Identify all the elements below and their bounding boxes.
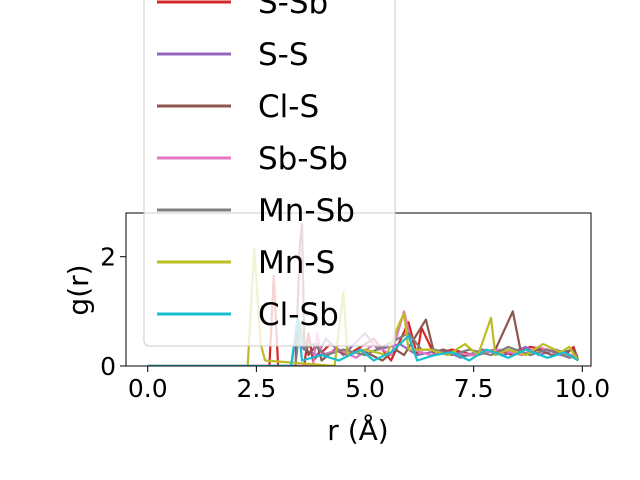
- y-axis-label: g(r): [62, 264, 95, 315]
- legend-label: Cl-Sb: [258, 297, 339, 333]
- legend-label: S-S: [258, 37, 309, 73]
- series-line-cl-sb: [147, 315, 579, 366]
- y-axis: 02: [100, 243, 126, 381]
- x-tick-label: 0.0: [128, 374, 168, 403]
- y-tick-label: 2: [100, 243, 116, 272]
- y-tick-label: 0: [100, 352, 116, 381]
- series-line-mn-s: [147, 247, 579, 366]
- legend-label: S-Sb: [258, 0, 328, 21]
- x-tick-label: 2.5: [236, 374, 276, 403]
- x-axis: 0.0 2.5 5.0 7.5 10.0: [128, 366, 610, 403]
- legend-label: Mn-S: [258, 245, 335, 281]
- x-tick-label: 10.0: [554, 374, 610, 403]
- legend-label: Cl-S: [258, 89, 319, 125]
- legend-label: Sb-Sb: [258, 141, 348, 177]
- legend-box: [143, 0, 396, 347]
- x-tick-label: 7.5: [454, 374, 494, 403]
- series-lines: [147, 222, 580, 366]
- legend-label: Mn-Sb: [258, 193, 355, 229]
- legend: S-Sb S-S Cl-S Sb-Sb Mn-Sb Mn-S Cl-Sb: [143, 0, 396, 347]
- x-axis-label: r (Å): [327, 413, 388, 447]
- x-tick-label: 5.0: [345, 374, 385, 403]
